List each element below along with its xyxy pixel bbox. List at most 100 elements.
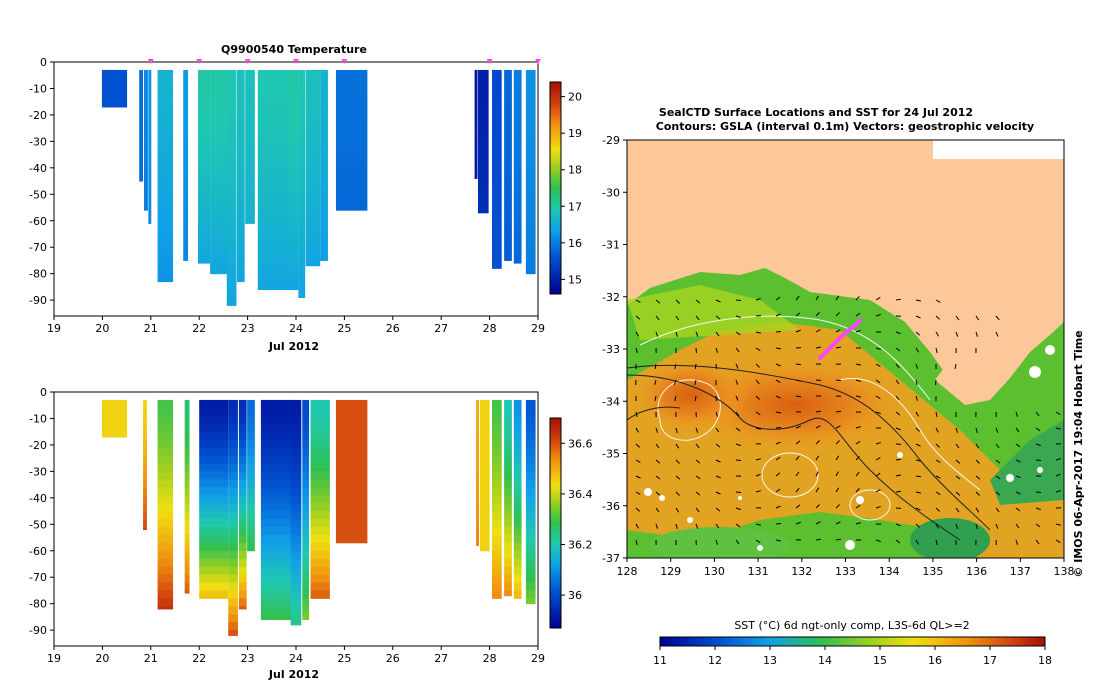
profile-column (247, 399, 255, 552)
profile-cell (305, 109, 321, 119)
profile-cell (184, 590, 190, 594)
profile-cell (504, 85, 512, 95)
velocity-vector (775, 539, 781, 542)
profile-cell (236, 236, 245, 246)
sst-colorbar-tick-label: 11 (653, 654, 667, 667)
velocity-vector (755, 395, 760, 400)
profile-cell (199, 558, 229, 568)
velocity-vector (695, 427, 699, 433)
profile-cell (226, 181, 237, 190)
velocity-vector (895, 490, 902, 493)
profile-cell (157, 471, 174, 480)
profile-cell (101, 69, 128, 79)
profile-cell (228, 415, 238, 425)
profile-cell (290, 614, 302, 623)
velocity-vector (855, 471, 860, 477)
profile-cell (298, 101, 306, 111)
profile-cell (492, 526, 502, 536)
profile-cell (199, 550, 229, 560)
profile-cell (320, 212, 328, 222)
profile-cell (199, 439, 229, 449)
profile-column (238, 399, 247, 610)
profile-cell (504, 244, 512, 253)
velocity-vector (995, 523, 999, 529)
velocity-vector (935, 443, 940, 448)
profile-cell (504, 228, 512, 238)
profile-cell (513, 431, 522, 441)
profile-cell (157, 125, 174, 134)
profile-cell (525, 236, 536, 246)
profile-cell (335, 487, 368, 496)
velocity-vector (655, 475, 661, 480)
profile-cell (504, 141, 512, 150)
velocity-vector (875, 489, 881, 493)
profile-cell (210, 93, 228, 103)
profile-cell (226, 212, 237, 222)
x-tick-label: 27 (434, 652, 448, 665)
profile-cell (210, 141, 228, 150)
profile-cell (139, 77, 144, 87)
profile-cell (290, 479, 302, 488)
profile-cell (157, 606, 174, 610)
temperature-colorbar-ticks: 15 16 17 18 19 20 (561, 91, 582, 286)
profile-cell (260, 614, 293, 621)
velocity-vector (775, 296, 781, 301)
profile-cell (474, 85, 478, 95)
profile-cell (238, 495, 247, 504)
profile-cell (525, 574, 536, 583)
velocity-vector (955, 427, 959, 433)
profile-cell (476, 399, 479, 409)
profile-cell (236, 85, 245, 95)
profile-cell (260, 590, 293, 599)
velocity-vector (815, 379, 822, 382)
profile-cell (157, 487, 174, 496)
profile-cell (477, 189, 489, 198)
profile-cell (228, 479, 238, 488)
profile-column (476, 399, 479, 546)
profile-column (290, 399, 302, 626)
velocity-vector (1055, 427, 1061, 430)
profile-cell (183, 117, 189, 126)
velocity-vector (1035, 427, 1041, 432)
profile-cell (157, 109, 174, 119)
velocity-vector (935, 491, 941, 495)
profile-cell (476, 487, 479, 496)
velocity-vector (775, 363, 781, 367)
profile-cell (288, 141, 299, 150)
profile-cell (228, 542, 238, 552)
profile-cell (143, 479, 147, 488)
profile-cell (290, 574, 302, 583)
profile-cell (305, 85, 321, 95)
profile-cell (476, 519, 479, 528)
velocity-vector (1015, 523, 1020, 529)
profile-cell (260, 479, 293, 488)
profile-column (513, 399, 522, 599)
profile-cell (199, 399, 229, 409)
copyright-text: © IMOS 06-Apr-2017 19:04 Hobart Time (1072, 330, 1085, 577)
profile-cell (197, 133, 211, 142)
profile-cell (335, 447, 368, 456)
profile-cell (148, 125, 152, 134)
profile-cell (513, 399, 522, 409)
profile-cell (139, 125, 144, 134)
profile-cell (479, 415, 490, 425)
profile-cell (288, 125, 299, 134)
profile-cell (310, 407, 330, 417)
velocity-vector (1035, 411, 1040, 417)
velocity-vector (855, 363, 861, 366)
profile-cell (504, 77, 512, 87)
profile-cell (197, 165, 211, 174)
profile-cell (310, 526, 330, 536)
profile-cell (288, 212, 299, 222)
profile-cell (525, 423, 536, 433)
profile-cell (157, 117, 174, 126)
velocity-vector (735, 331, 741, 336)
profile-cell (476, 542, 479, 546)
profile-cell (513, 423, 522, 433)
velocity-vector (695, 459, 701, 464)
profile-cell (305, 196, 321, 206)
velocity-vector (755, 490, 761, 493)
profile-cell (101, 101, 128, 108)
profile-cell (492, 455, 502, 464)
profile-cell (525, 260, 536, 269)
